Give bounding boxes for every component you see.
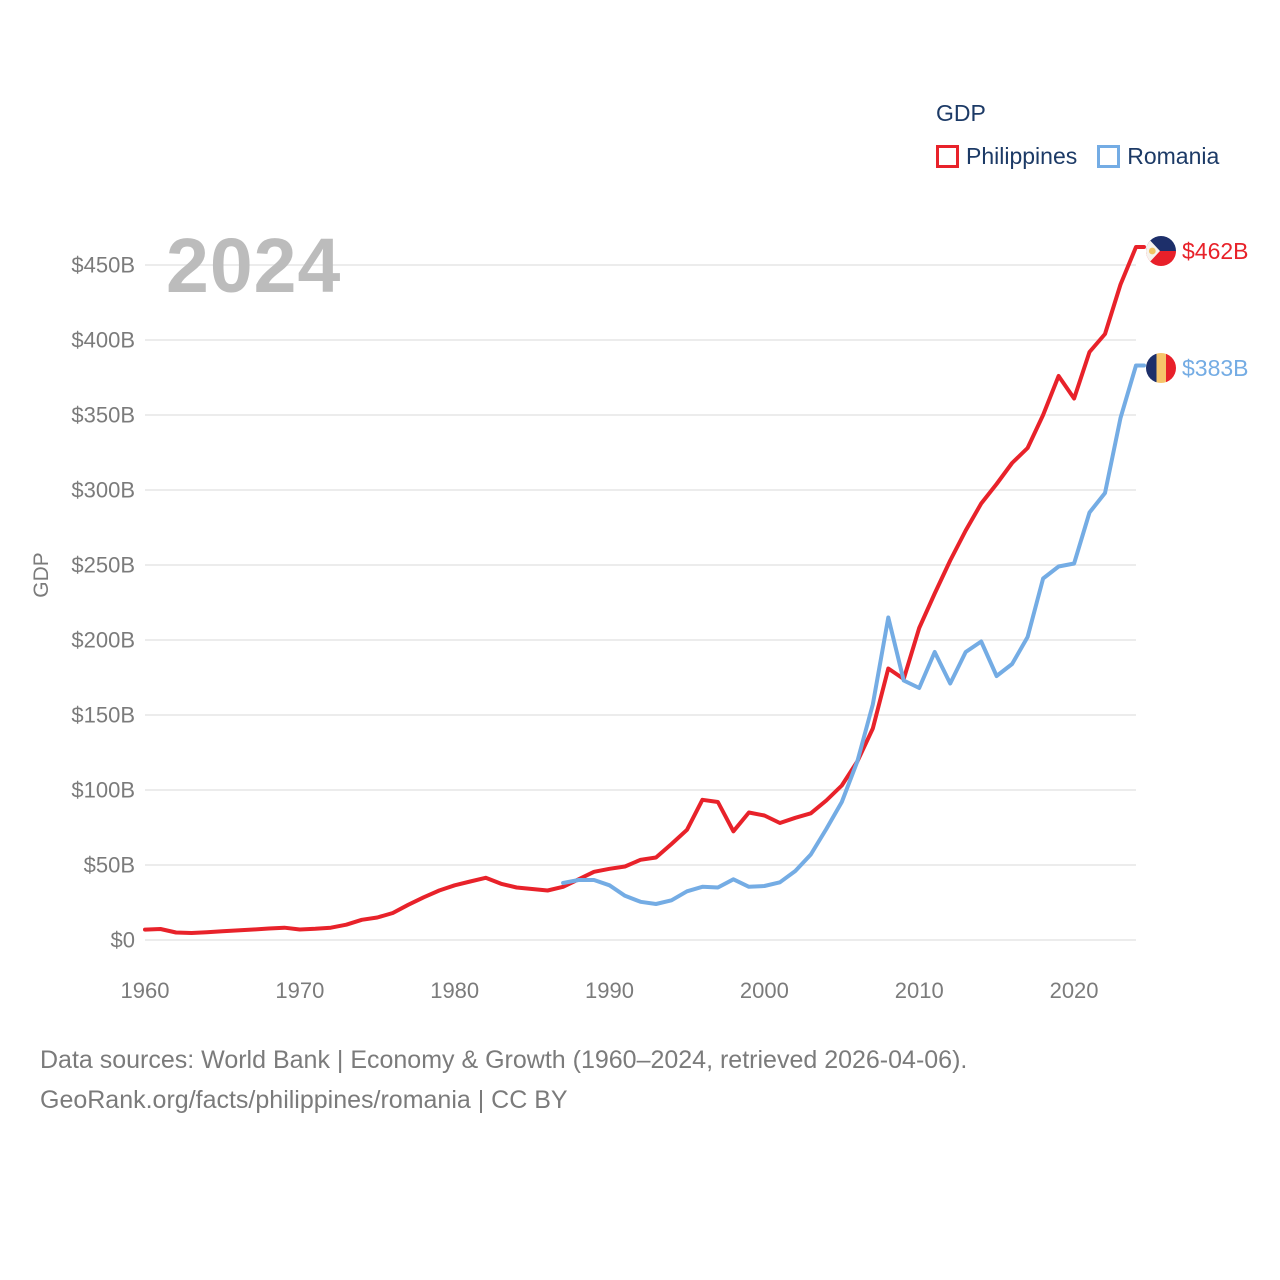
romania-end-value: $383B — [1182, 354, 1249, 381]
legend-label-romania: Romania — [1127, 143, 1220, 169]
x-tick-label: 1990 — [585, 978, 634, 1003]
romania-line — [561, 363, 1146, 906]
y-tick-label: $400B — [71, 328, 135, 353]
legend: GDP Philippines Romania — [936, 100, 1219, 170]
legend-title: GDP — [936, 100, 986, 126]
y-tick-label: $300B — [71, 478, 135, 503]
legend-items: Philippines Romania — [936, 143, 1219, 170]
romania-end-label: $383B — [1146, 353, 1249, 383]
footer-source: Data sources: World Bank | Economy & Gro… — [40, 1040, 967, 1120]
x-tick-label: 1980 — [430, 978, 479, 1003]
philippines-flag-icon — [1146, 236, 1176, 266]
legend-label-philippines: Philippines — [966, 143, 1078, 169]
romania-flag-icon — [1146, 353, 1176, 383]
romania-swatch-icon — [1097, 145, 1121, 168]
philippines-end-value: $462B — [1182, 237, 1249, 264]
legend-item-romania[interactable]: Romania — [1097, 143, 1219, 170]
y-tick-label: $0 — [111, 928, 135, 953]
y-tick-label: $250B — [71, 553, 135, 578]
footer-line-1: Data sources: World Bank | Economy & Gro… — [40, 1046, 968, 1074]
y-tick-label: $100B — [71, 778, 135, 803]
y-tick-label: $200B — [71, 628, 135, 653]
philippines-swatch-icon — [936, 145, 959, 168]
y-tick-label: $350B — [71, 403, 135, 428]
x-tick-label: 2020 — [1050, 978, 1099, 1003]
philippines-line — [143, 245, 1146, 935]
legend-item-philippines[interactable]: Philippines — [936, 143, 1077, 170]
x-tick-label: 2000 — [740, 978, 789, 1003]
y-tick-label: $450B — [71, 253, 135, 278]
x-tick-label: 1970 — [275, 978, 324, 1003]
x-tick-label: 1960 — [121, 978, 170, 1003]
footer-line-2: GeoRank.org/facts/philippines/romania | … — [40, 1086, 568, 1114]
y-tick-label: $50B — [84, 853, 135, 878]
philippines-end-label: $462B — [1146, 236, 1249, 266]
watermark-year: 2024 — [166, 223, 342, 309]
x-tick-label: 2010 — [895, 978, 944, 1003]
y-tick-label: $150B — [71, 703, 135, 728]
